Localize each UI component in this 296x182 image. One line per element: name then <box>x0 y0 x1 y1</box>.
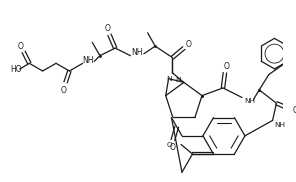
Text: N: N <box>166 76 171 82</box>
Text: HO: HO <box>10 65 22 74</box>
Text: O: O <box>166 142 172 148</box>
Text: O: O <box>292 106 296 115</box>
Text: NH: NH <box>131 48 143 57</box>
Text: NH: NH <box>244 98 255 104</box>
Text: O: O <box>18 42 24 51</box>
Text: O: O <box>104 25 110 33</box>
Text: O: O <box>61 86 67 94</box>
Text: O: O <box>224 62 230 72</box>
Text: NH: NH <box>83 56 94 65</box>
Text: N: N <box>176 77 181 83</box>
Text: NH: NH <box>275 122 286 128</box>
Text: O: O <box>170 143 176 152</box>
Text: O: O <box>186 40 192 49</box>
